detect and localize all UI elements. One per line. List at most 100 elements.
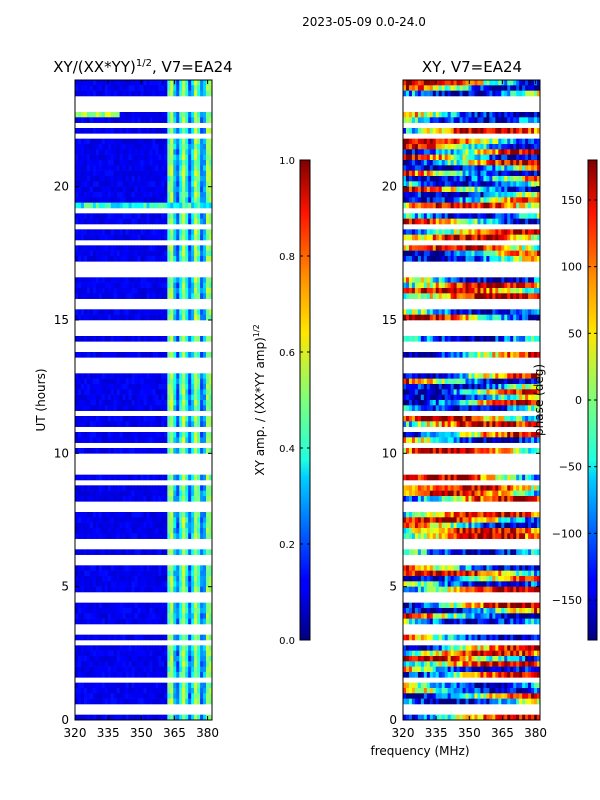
amplitude-cell <box>173 170 177 177</box>
phase-cell <box>477 229 481 235</box>
amplitude-cell <box>80 165 85 171</box>
amplitude-cell <box>191 176 195 182</box>
amplitude-cell <box>170 698 174 705</box>
amplitude-cell <box>110 282 115 289</box>
phase-cell <box>471 80 475 86</box>
amplitude-cell <box>77 192 82 198</box>
amplitude-cell <box>161 389 165 395</box>
amplitude-cell <box>185 634 189 641</box>
phase-cell <box>513 117 517 123</box>
amplitude-cell <box>197 154 201 161</box>
amplitude-cell <box>182 149 186 155</box>
amplitude-cell <box>122 496 127 502</box>
amplitude-cell <box>95 405 100 411</box>
amplitude-cell <box>125 565 130 571</box>
phase-cell <box>429 256 434 262</box>
amplitude-cell <box>209 85 213 91</box>
amplitude-cell <box>116 533 121 539</box>
phase-cell <box>492 128 496 134</box>
amplitude-cell <box>209 565 213 571</box>
phase-cell <box>489 213 493 219</box>
phase-cell <box>447 165 452 171</box>
phase-cell <box>423 176 428 182</box>
phase-cell <box>438 282 443 289</box>
amplitude-cell <box>83 149 88 155</box>
amplitude-cell <box>197 570 201 577</box>
phase-cell <box>438 85 443 91</box>
amplitude-cell <box>179 432 183 438</box>
amplitude-cell <box>75 490 79 497</box>
amplitude-cell <box>110 277 115 283</box>
amplitude-cell <box>155 517 159 523</box>
amplitude-cell <box>140 90 144 97</box>
phase-cell <box>516 282 520 289</box>
amplitude-cell <box>179 80 183 86</box>
amplitude-cell <box>173 693 177 699</box>
amplitude-cell <box>179 378 183 385</box>
amplitude-cell <box>131 714 135 721</box>
amplitude-cell <box>137 645 141 651</box>
phase-cell <box>516 192 520 198</box>
phase-cell <box>444 197 449 203</box>
amplitude-cell <box>110 288 115 294</box>
amplitude-cell <box>107 405 112 411</box>
amplitude-cell <box>173 565 177 571</box>
amplitude-cell <box>188 682 192 689</box>
amplitude-cell <box>161 405 165 411</box>
phase-cell <box>519 277 523 283</box>
phase-cell <box>483 277 487 283</box>
phase-cell <box>405 112 410 118</box>
amplitude-cell <box>122 197 127 203</box>
phase-cell <box>405 256 410 262</box>
amplitude-cell <box>170 149 174 155</box>
amplitude-cell <box>179 565 183 571</box>
amplitude-cell <box>167 490 171 497</box>
amplitude-cell <box>203 581 207 587</box>
amplitude-cell <box>137 176 141 182</box>
amplitude-cell <box>185 288 189 294</box>
x-tick-label: 335 <box>97 726 120 740</box>
amplitude-cell <box>92 416 97 422</box>
phase-cell <box>441 154 446 161</box>
amplitude-cell <box>197 394 201 401</box>
amplitude-cell <box>104 85 109 91</box>
amplitude-cell <box>77 661 82 667</box>
amplitude-cell <box>173 517 177 523</box>
amplitude-cell <box>113 698 118 705</box>
amplitude-cell <box>89 672 94 678</box>
amplitude-cell <box>98 634 103 641</box>
phase-cell <box>426 149 431 155</box>
amplitude-cell <box>134 160 138 166</box>
amplitude-cell <box>137 336 141 342</box>
amplitude-cell <box>191 613 195 619</box>
amplitude-cell <box>83 138 88 145</box>
amplitude-cell <box>140 608 144 614</box>
phase-cell <box>483 112 487 118</box>
phase-cell <box>408 282 413 289</box>
amplitude-cell <box>107 90 112 97</box>
amplitude-cell <box>125 608 130 614</box>
phase-cell <box>403 250 407 257</box>
phase-cell <box>501 144 505 150</box>
amplitude-cell <box>95 650 100 657</box>
amplitude-cell <box>164 373 168 379</box>
amplitude-cell <box>104 165 109 171</box>
amplitude-cell <box>179 165 183 171</box>
amplitude-cell <box>203 165 207 171</box>
amplitude-cell <box>197 192 201 198</box>
amplitude-cell <box>125 288 130 294</box>
phase-cell <box>447 282 452 289</box>
amplitude-cell <box>197 613 201 619</box>
amplitude-cell <box>203 682 207 689</box>
amplitude-cell <box>182 176 186 182</box>
amplitude-cell <box>101 432 106 438</box>
amplitude-cell <box>155 448 159 454</box>
amplitude-cell <box>131 202 135 209</box>
amplitude-cell <box>119 192 124 198</box>
phase-cell <box>462 245 466 251</box>
amplitude-cell <box>143 154 147 161</box>
amplitude-cell <box>122 618 127 625</box>
amplitude-cell <box>86 581 91 587</box>
amplitude-cell <box>95 309 100 315</box>
amplitude-cell <box>95 170 100 177</box>
